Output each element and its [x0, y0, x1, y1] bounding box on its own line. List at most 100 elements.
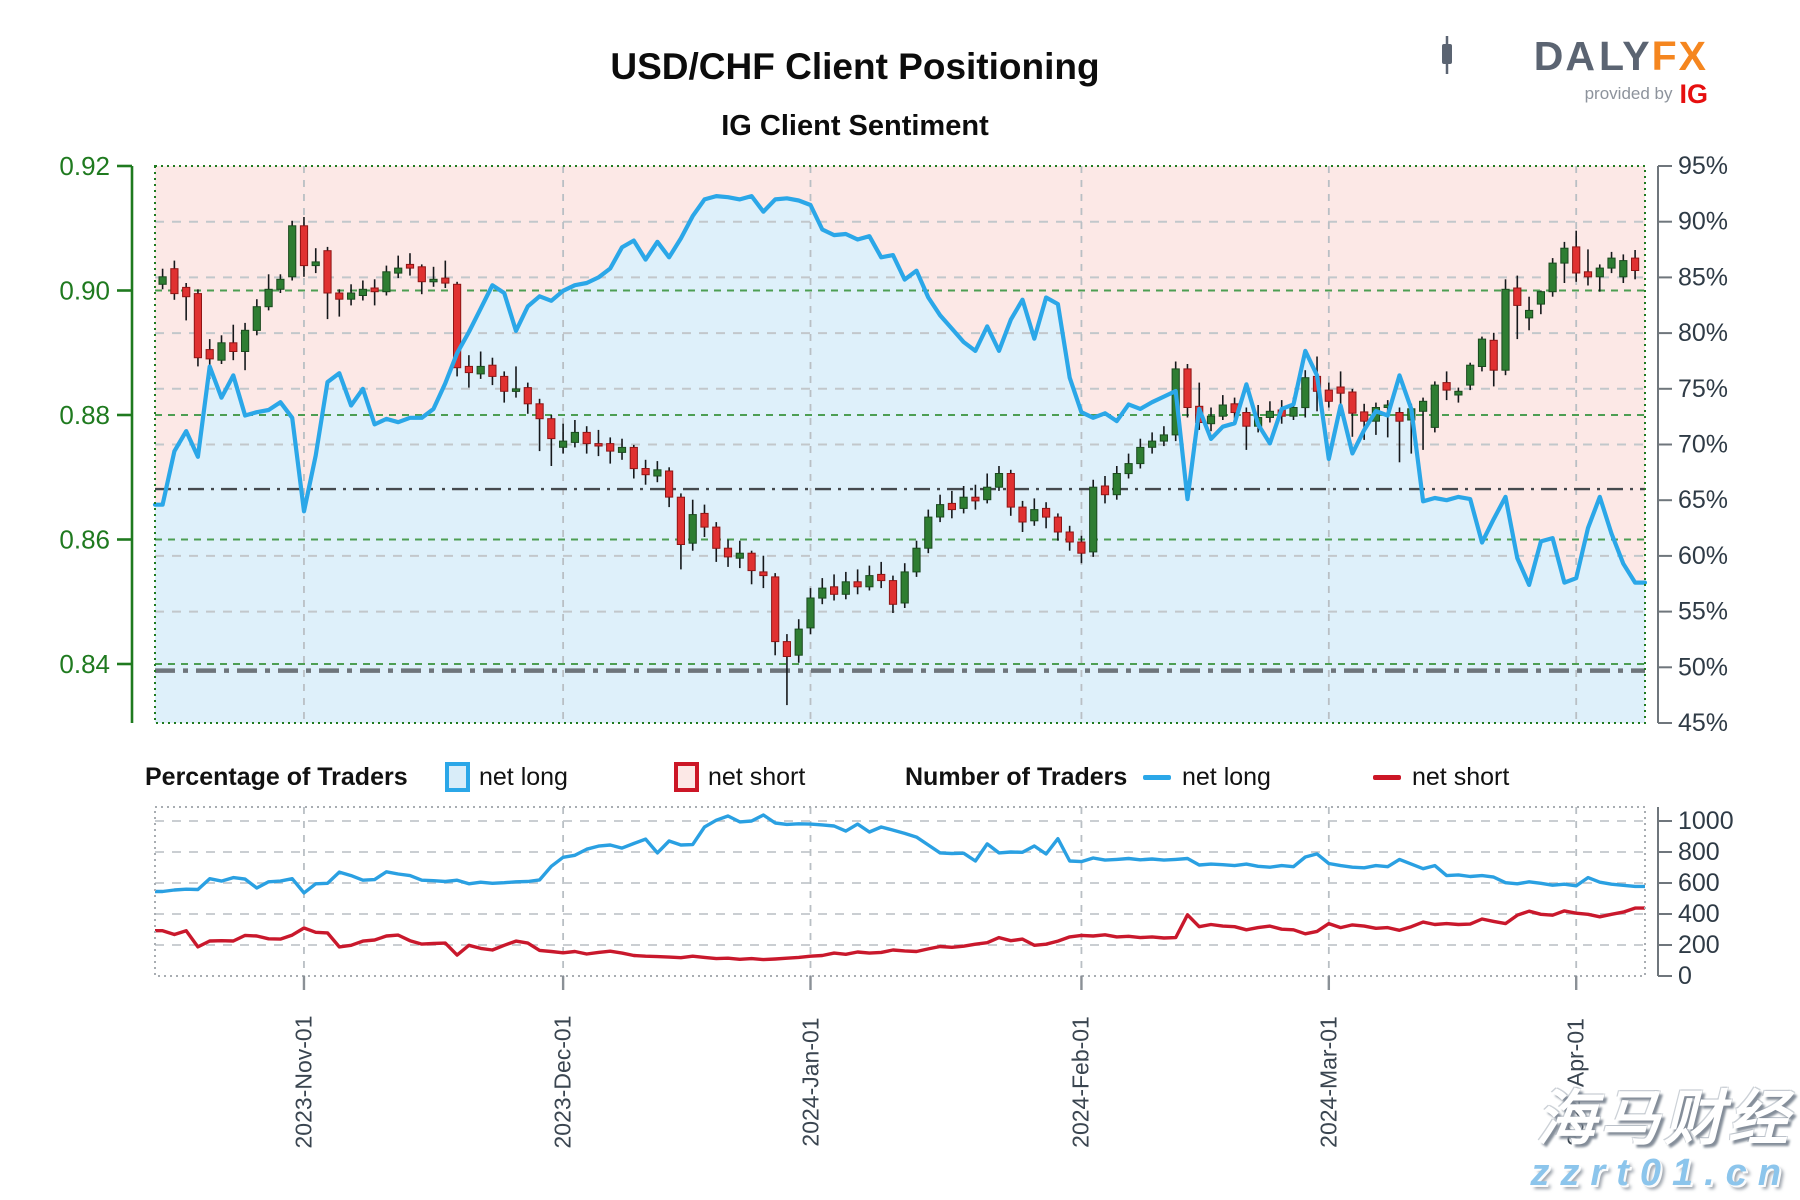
pct-tick-label: 45% — [1678, 709, 1728, 737]
pct-tick-label: 70% — [1678, 431, 1728, 459]
watermark-chinese: 海马财经 — [1536, 1085, 1792, 1153]
pct-tick-label: 80% — [1678, 319, 1728, 347]
legend-swatch-pct-net-short — [674, 756, 699, 798]
candle-body — [1536, 291, 1546, 305]
candle-body — [959, 496, 968, 509]
candle-body — [1430, 384, 1439, 428]
legend-swatch-num-net-long — [1143, 756, 1171, 798]
page-title: USD/CHF Client Positioning — [610, 46, 1100, 87]
candle-body — [947, 502, 956, 511]
net-long-count-line — [155, 813, 1645, 895]
candle-body — [629, 446, 638, 470]
lower-plot-border — [154, 806, 1646, 977]
candle-body — [983, 486, 992, 501]
candle-body — [641, 468, 650, 476]
candle-body — [1525, 309, 1534, 319]
ig-logo: IG — [1679, 79, 1708, 109]
candle-body — [1513, 287, 1522, 306]
candle-body — [594, 443, 603, 447]
candle-body — [1360, 411, 1369, 422]
candle-body — [170, 268, 179, 295]
candle-body — [193, 293, 203, 359]
candle-body — [771, 576, 780, 643]
candle-body — [782, 641, 791, 657]
dailyfx-wordmark: DA LYFX — [1440, 36, 1708, 77]
candle-body — [1030, 509, 1039, 522]
candle-body — [1419, 400, 1428, 412]
price-tick-label: 0.92 — [59, 151, 110, 181]
candle-body — [382, 271, 391, 293]
candle-body — [464, 365, 473, 374]
candle-body — [441, 277, 450, 284]
legend-label-num-net-short: net short — [1412, 762, 1510, 791]
candle-body — [405, 263, 415, 269]
candle-body — [264, 288, 273, 308]
net-long-line-icon — [1143, 774, 1171, 780]
legend-swatch-num-net-short — [1373, 756, 1401, 798]
pct-tick-label: 55% — [1678, 598, 1728, 626]
date-label-2024-Feb-01: 2024-Feb-01 — [1067, 1016, 1094, 1148]
candle-body — [1454, 390, 1463, 396]
candle-body — [288, 225, 297, 278]
candle-body — [830, 586, 839, 595]
candle-body — [523, 387, 532, 405]
net-short-box-icon — [674, 762, 699, 792]
date-label-2024-Jan-01: 2024-Jan-01 — [797, 1017, 823, 1147]
candle-body — [1548, 262, 1557, 293]
candle-body — [841, 581, 850, 595]
candle-body — [488, 364, 497, 377]
count-tick-label: 1000 — [1678, 807, 1734, 835]
candle-body — [688, 514, 697, 544]
candle-body — [912, 547, 921, 573]
date-label-2024-Mar-01: 2024-Mar-01 — [1315, 1016, 1342, 1148]
candle-body — [299, 225, 309, 267]
legend-label-pct-net-short: net short — [708, 762, 806, 791]
main-plot-border — [154, 165, 1646, 724]
net-short-line-icon — [1373, 774, 1401, 780]
pct-tick-label: 60% — [1678, 542, 1728, 570]
candle-body — [500, 375, 509, 392]
count-tick-label: 800 — [1678, 838, 1720, 866]
candle-body — [865, 575, 874, 588]
candle-body — [806, 597, 815, 629]
candle-body — [1183, 368, 1192, 408]
candle-body — [1100, 485, 1110, 496]
candle-body — [1595, 267, 1604, 278]
candle-body — [676, 496, 685, 546]
candle-body — [570, 431, 579, 443]
legend-group-number: Number of Traders — [905, 762, 1128, 791]
count-tick-label: 200 — [1678, 931, 1720, 959]
candle-body — [1489, 339, 1498, 371]
legend-swatch-pct-net-long — [445, 756, 470, 798]
candle-body — [1159, 434, 1169, 442]
candle-body — [1560, 247, 1569, 264]
candle-body — [1619, 260, 1628, 278]
pct-tick-label: 65% — [1678, 486, 1728, 514]
candle-body — [888, 580, 898, 605]
candle-body — [1089, 486, 1098, 553]
candle-body — [1583, 271, 1593, 278]
candle-body — [794, 628, 803, 656]
candle-body — [476, 365, 485, 375]
candle-body — [323, 250, 332, 294]
candle-body — [653, 469, 662, 477]
candle-body — [924, 516, 933, 549]
candle-body — [1077, 541, 1086, 554]
watermark-url: zzrt01.cn — [1530, 1152, 1792, 1195]
candle-body — [853, 581, 862, 588]
candle-body — [936, 504, 945, 518]
legend-group-percentage: Percentage of Traders — [145, 762, 408, 791]
legend: Percentage of Traders net long net short… — [0, 756, 1800, 798]
candle-body — [547, 418, 556, 440]
candle-body — [158, 276, 167, 285]
candle-body — [1242, 412, 1251, 427]
candle-body — [723, 547, 733, 558]
watermark: 海马财经 zzrt01.cn — [1530, 1087, 1792, 1194]
pct-tick-label: 50% — [1678, 653, 1728, 681]
price-tick-label: 0.90 — [59, 276, 110, 306]
count-tick-label: 400 — [1678, 900, 1720, 928]
candle-body — [1218, 404, 1227, 417]
candle-body — [276, 278, 285, 290]
